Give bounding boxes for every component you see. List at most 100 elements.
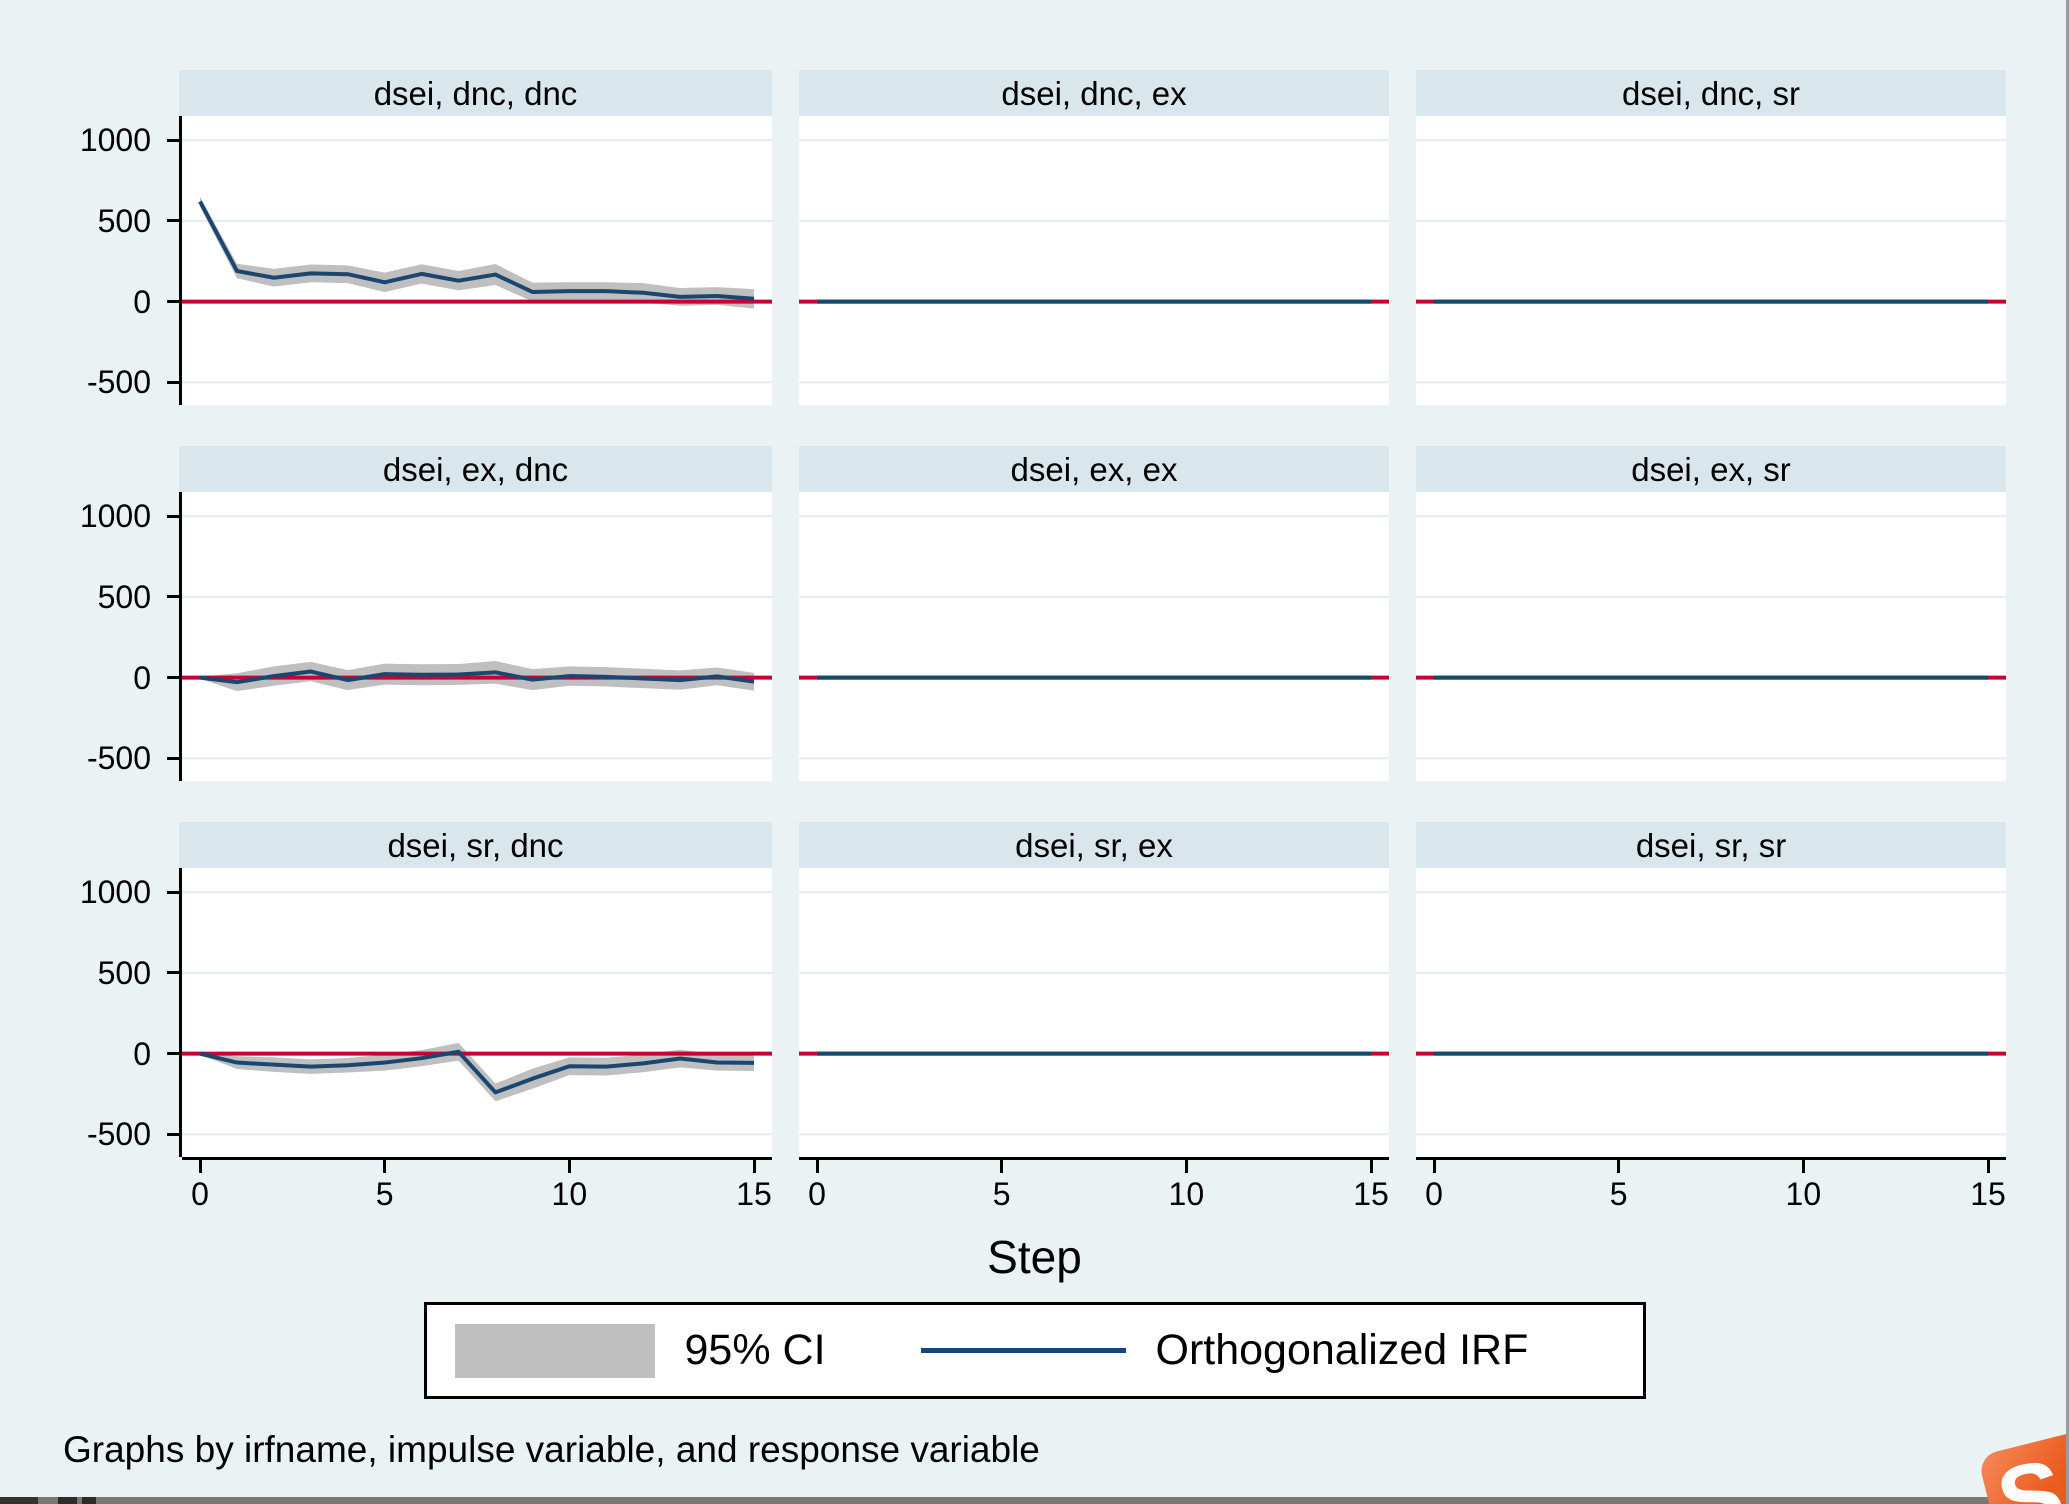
x-tick-mark bbox=[1000, 1160, 1004, 1173]
y-tick-label: 500 bbox=[97, 954, 151, 991]
graph-note: Graphs by irfname, impulse variable, and… bbox=[63, 1429, 1040, 1470]
y-axis-gutter-row1: 1000 500 0 -500 bbox=[0, 70, 179, 405]
y-tick-mark bbox=[167, 971, 179, 975]
panel-title: dsei, dnc, dnc bbox=[179, 70, 772, 116]
x-axis-title: Step bbox=[987, 1231, 1082, 1283]
panel-dsei-dnc-dnc: dsei, dnc, dnc bbox=[179, 70, 772, 405]
irf-plot-svg bbox=[1416, 868, 2006, 1157]
x-axis: 0 5 10 15 bbox=[182, 1157, 772, 1216]
snagit-logo-letter: S bbox=[1988, 1439, 2069, 1504]
x-tick-mark bbox=[1801, 1160, 1805, 1173]
y-tick-label: 500 bbox=[97, 578, 151, 615]
x-tick-label: 5 bbox=[992, 1176, 1011, 1212]
panel-row-1: 1000 500 0 -500 dsei, dnc, dnc dsei, dnc, e… bbox=[0, 70, 2066, 405]
y-tick-mark bbox=[167, 1052, 179, 1056]
legend: 95% CI Orthogonalized IRF bbox=[423, 1302, 1646, 1399]
panel-dsei-ex-ex: dsei, ex, ex bbox=[799, 446, 1389, 781]
irf-plot-svg bbox=[182, 116, 772, 405]
irf-plot-svg bbox=[1416, 116, 2006, 405]
y-tick-label: 1000 bbox=[79, 874, 151, 911]
x-tick-mark bbox=[383, 1160, 387, 1173]
x-tick-mark bbox=[1184, 1160, 1188, 1173]
x-tick-mark bbox=[198, 1160, 202, 1173]
y-tick-mark bbox=[167, 676, 179, 680]
x-tick-mark bbox=[1986, 1160, 1990, 1173]
y-tick-mark bbox=[167, 300, 179, 304]
irf-plot-svg bbox=[799, 868, 1389, 1157]
legend-label-ci: 95% CI bbox=[684, 1326, 826, 1374]
panel-dsei-dnc-ex: dsei, dnc, ex bbox=[799, 70, 1389, 405]
panel-title: dsei, dnc, sr bbox=[1416, 70, 2006, 116]
y-tick-mark bbox=[167, 595, 179, 599]
irf-plot-svg bbox=[799, 492, 1389, 781]
x-tick-label: 0 bbox=[191, 1176, 209, 1212]
x-tick-label: 15 bbox=[1970, 1176, 2006, 1212]
plot-area bbox=[799, 868, 1389, 1157]
x-tick-label: 5 bbox=[375, 1176, 394, 1212]
plot-area bbox=[1416, 116, 2006, 405]
bottom-edge-segment bbox=[0, 1497, 38, 1504]
y-axis-gutter-row3: 1000 500 0 -500 bbox=[0, 822, 179, 1216]
x-tick-label: 10 bbox=[1785, 1176, 1822, 1212]
x-tick-mark bbox=[1369, 1160, 1373, 1173]
bottom-edge-segment bbox=[82, 1497, 96, 1504]
y-tick-label: 500 bbox=[97, 202, 151, 239]
panel-title: dsei, ex, dnc bbox=[179, 446, 772, 492]
x-tick-mark bbox=[752, 1160, 756, 1173]
panel-title: dsei, sr, ex bbox=[799, 822, 1389, 868]
y-tick-mark bbox=[167, 138, 179, 142]
bottom-edge-segment bbox=[58, 1497, 77, 1504]
x-tick-label: 0 bbox=[1425, 1176, 1443, 1212]
plot-area bbox=[179, 868, 772, 1157]
y-tick-mark bbox=[167, 380, 179, 384]
panel-title: dsei, sr, dnc bbox=[179, 822, 772, 868]
panel-dsei-ex-sr: dsei, ex, sr bbox=[1416, 446, 2006, 781]
window-bottom-edge bbox=[0, 1497, 2066, 1504]
irf-line-swatch-icon bbox=[920, 1348, 1126, 1353]
y-tick-mark bbox=[167, 219, 179, 223]
panel-dsei-dnc-sr: dsei, dnc, sr bbox=[1416, 70, 2006, 405]
panel-row-2: 1000 500 0 -500 dsei, ex, dnc dsei, ex, ex … bbox=[0, 446, 2066, 781]
panel-dsei-ex-dnc: dsei, ex, dnc bbox=[179, 446, 772, 781]
x-axis: 0 5 10 15 bbox=[799, 1157, 1389, 1216]
x-tick-mark bbox=[567, 1160, 571, 1173]
y-tick-label: 0 bbox=[133, 659, 151, 696]
irf-plot-svg bbox=[182, 492, 772, 781]
panel-dsei-sr-dnc: dsei, sr, dnc 0 5 10 15 bbox=[179, 822, 772, 1216]
x-tick-mark bbox=[1617, 1160, 1621, 1173]
x-tick-mark bbox=[815, 1160, 819, 1173]
x-tick-label: 15 bbox=[1353, 1176, 1389, 1212]
y-tick-label: -500 bbox=[86, 364, 151, 401]
plot-area bbox=[799, 492, 1389, 781]
x-tick-label: 15 bbox=[736, 1176, 772, 1212]
irf-plot-svg bbox=[1416, 492, 2006, 781]
x-tick-label: 10 bbox=[551, 1176, 588, 1212]
x-tick-label: 5 bbox=[1609, 1176, 1628, 1212]
y-tick-mark bbox=[167, 514, 179, 518]
y-tick-label: 1000 bbox=[79, 122, 151, 159]
y-tick-label: -500 bbox=[86, 1116, 151, 1153]
panel-title: dsei, ex, sr bbox=[1416, 446, 2006, 492]
irf-panel-grid: 1000 500 0 -500 dsei, dnc, dnc dsei, dnc, e… bbox=[0, 70, 2066, 1471]
plot-area bbox=[799, 116, 1389, 405]
x-axis: 0 5 10 15 bbox=[1416, 1157, 2006, 1216]
y-axis-gutter-row2: 1000 500 0 -500 bbox=[0, 446, 179, 781]
plot-area bbox=[1416, 868, 2006, 1157]
irf-plot-svg bbox=[799, 116, 1389, 405]
plot-area bbox=[179, 492, 772, 781]
y-tick-label: -500 bbox=[86, 740, 151, 777]
y-tick-label: 0 bbox=[133, 283, 151, 320]
y-tick-label: 0 bbox=[133, 1035, 151, 1072]
plot-area bbox=[1416, 492, 2006, 781]
y-tick-mark bbox=[167, 890, 179, 894]
panel-title: dsei, dnc, ex bbox=[799, 70, 1389, 116]
y-tick-mark bbox=[167, 1132, 179, 1136]
panel-title: dsei, ex, ex bbox=[799, 446, 1389, 492]
x-tick-label: 10 bbox=[1168, 1176, 1205, 1212]
panel-row-3: 1000 500 0 -500 dsei, sr, dnc 0 5 10 15 dsei, … bbox=[0, 822, 2066, 1216]
plot-area bbox=[179, 116, 772, 405]
y-tick-mark bbox=[167, 756, 179, 760]
irf-plot-svg bbox=[182, 868, 772, 1157]
legend-label-irf: Orthogonalized IRF bbox=[1155, 1326, 1529, 1374]
